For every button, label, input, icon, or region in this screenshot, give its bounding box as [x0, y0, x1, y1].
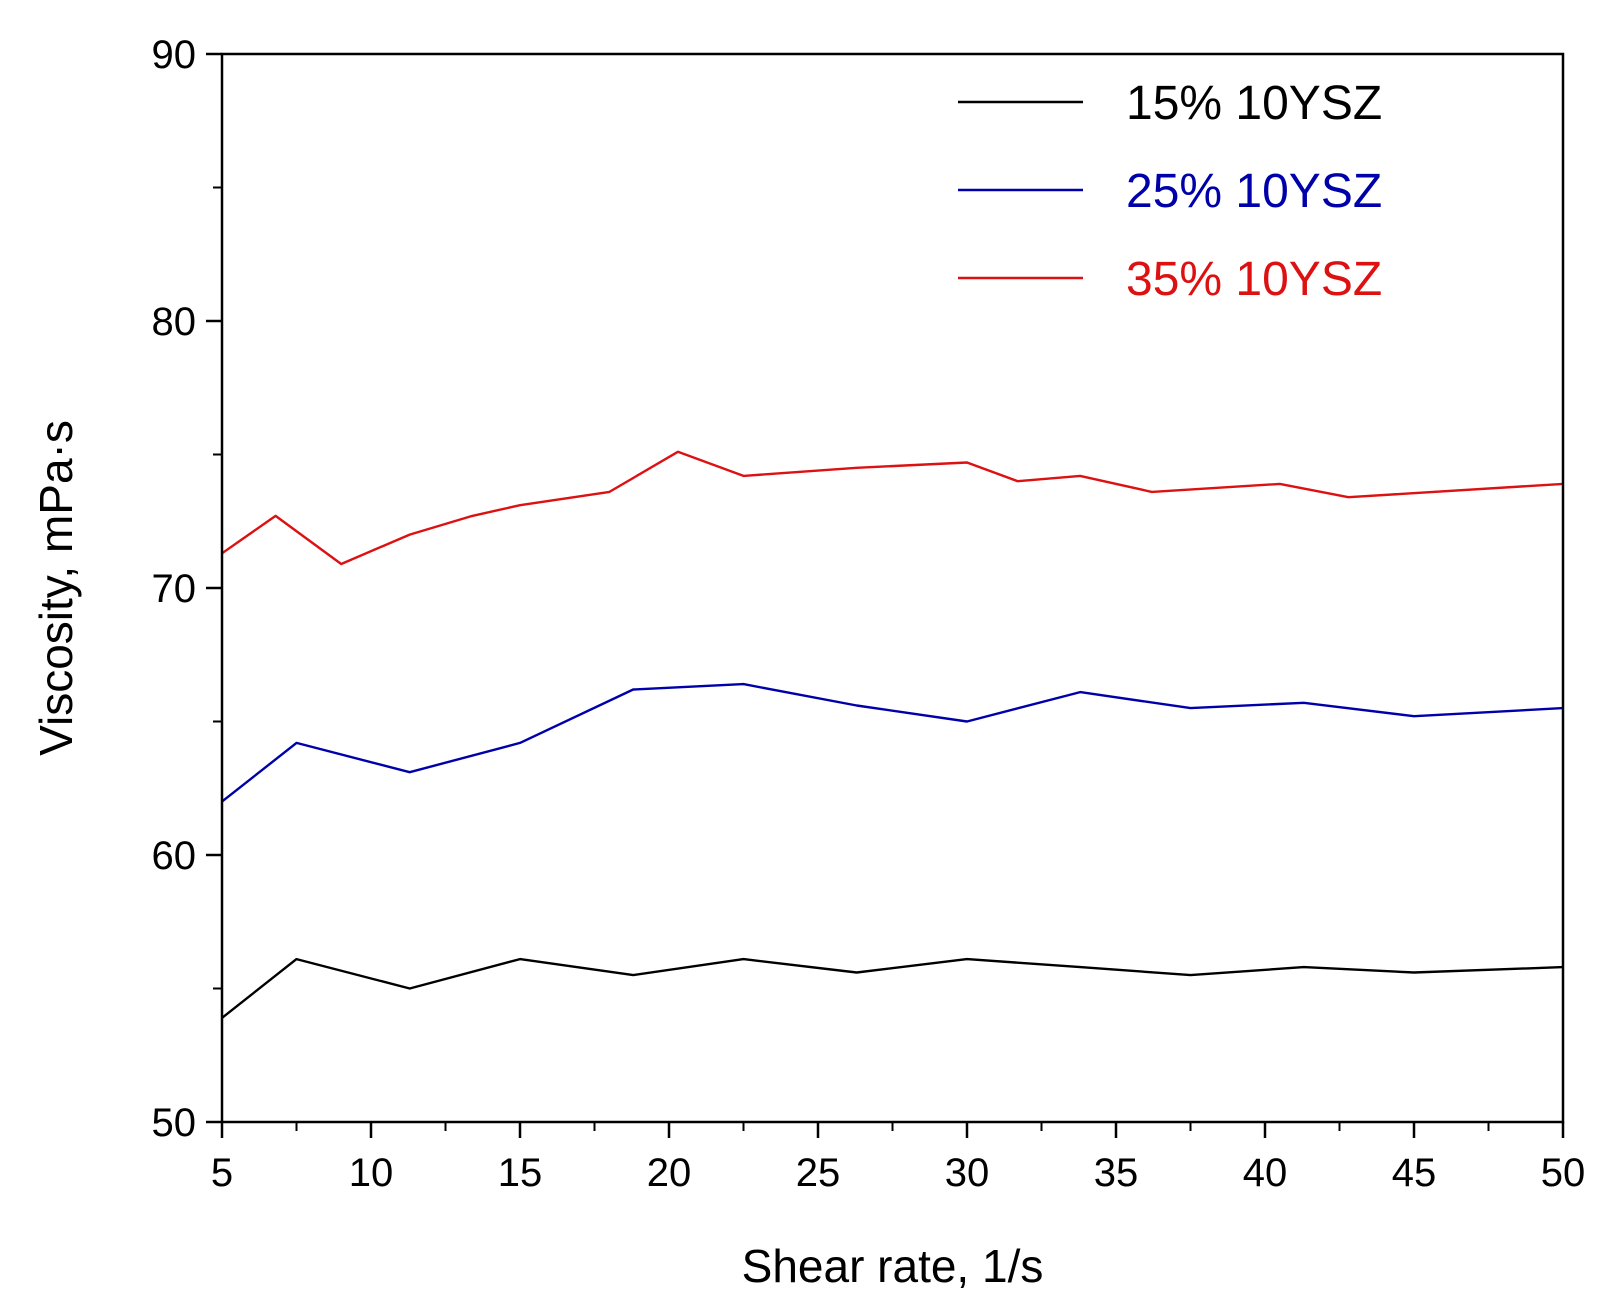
legend-item-1: 15% 10YSZ — [958, 77, 1382, 130]
x-tick-label: 10 — [349, 1151, 394, 1195]
legend-item-2: 25% 10YSZ — [958, 165, 1382, 218]
x-tick-label: 45 — [1392, 1151, 1437, 1195]
x-tick-label: 5 — [211, 1151, 233, 1195]
y-axis-title: Viscosity, mPa·s — [30, 420, 82, 756]
series-line-3 — [221, 450, 1564, 566]
series-line-1 — [221, 957, 1564, 1019]
y-tick-label: 80 — [152, 300, 197, 344]
x-tick-label: 35 — [1094, 1151, 1139, 1195]
series-layer — [221, 450, 1564, 1019]
y-tick-label: 50 — [152, 1101, 197, 1145]
legend-label: 25% 10YSZ — [1126, 165, 1382, 218]
x-tick-label: 40 — [1243, 1151, 1288, 1195]
labels-layer: 5 10 15 20 25 30 35 40 45 50 50 60 70 80 90 Shear rate,… — [30, 33, 1585, 1292]
y-tick-label: 90 — [152, 33, 197, 77]
x-tick-label: 50 — [1541, 1151, 1586, 1195]
x-tick-label: 20 — [647, 1151, 692, 1195]
y-tick-label: 70 — [152, 567, 197, 611]
x-tick-label: 15 — [498, 1151, 543, 1195]
ticks-layer — [206, 52, 1565, 1138]
legend-item-3: 35% 10YSZ — [958, 253, 1382, 306]
legend: 15% 10YSZ 25% 10YSZ 35% 10YSZ — [958, 77, 1382, 306]
legend-label: 35% 10YSZ — [1126, 253, 1382, 306]
y-tick-label: 60 — [152, 834, 197, 878]
x-tick-label: 30 — [945, 1151, 990, 1195]
x-axis-title: Shear rate, 1/s — [742, 1240, 1044, 1292]
legend-label: 15% 10YSZ — [1126, 77, 1382, 130]
x-tick-label: 25 — [796, 1151, 841, 1195]
series-line-2 — [221, 682, 1564, 803]
